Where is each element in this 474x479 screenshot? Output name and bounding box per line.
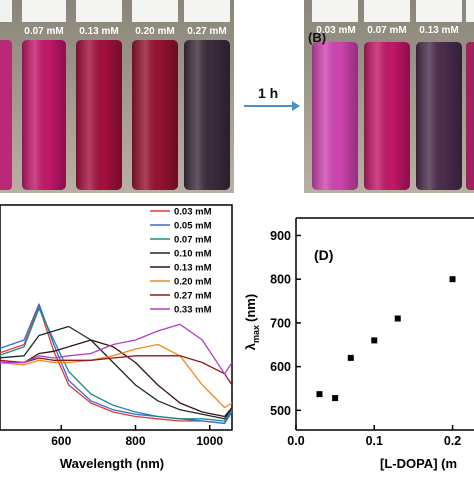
spectrum-line	[0, 303, 233, 424]
spectrum-line	[0, 343, 233, 409]
photo-a: 0.07 mM 0.13 mM 0.20 mM 0.27 mM	[0, 0, 234, 193]
y-tick-label: 800	[270, 273, 291, 287]
legend-label: 0.20 mM	[174, 277, 212, 288]
data-point	[316, 391, 323, 398]
y-label-subscript: max	[251, 325, 261, 343]
legend-label: 0.10 mM	[174, 249, 212, 260]
data-point	[347, 354, 354, 361]
arrow-label: 1 h	[258, 85, 278, 101]
vial-label: 0.27 mM	[187, 26, 226, 37]
y-tick-label: 700	[270, 316, 291, 330]
legend-label: 0.27 mM	[174, 291, 212, 302]
y-tick-label: 600	[270, 360, 291, 374]
x-tick-label: 800	[125, 434, 145, 448]
spectrum-line	[0, 323, 233, 375]
x-tick-label: 600	[51, 434, 71, 448]
panel-label: (B)	[308, 30, 326, 45]
x-tick-label: 1000	[196, 434, 223, 448]
panel-label: (D)	[314, 247, 333, 263]
y-tick-label: 500	[270, 404, 291, 418]
x-axis-label: [L-DOPA] (m	[380, 456, 457, 471]
spectrum-line	[0, 355, 233, 386]
vial-label: 0.07 mM	[24, 26, 63, 37]
vial-label: 0.13 mM	[419, 25, 458, 36]
arrow: 1 h	[244, 85, 300, 111]
photo-b: (B) 0.03 mM 0.07 mM 0.13 mM	[304, 0, 474, 193]
lambda-chart: 500 600 700 800 900 0.0 0.1 0.2 (D) [L-DOPA] (m λm…	[243, 217, 474, 471]
spectrum-line	[0, 339, 233, 418]
x-tick-label: 0.2	[444, 434, 461, 448]
x-tick-label: 0.1	[366, 434, 383, 448]
data-point	[394, 315, 401, 322]
legend-label: 0.05 mM	[174, 221, 212, 232]
vial-label: 0.20 mM	[135, 26, 174, 37]
spectrum-line	[0, 325, 233, 420]
data-point	[332, 395, 339, 402]
y-label-unit: (nm)	[243, 294, 258, 322]
x-axis-label: Wavelength (nm)	[60, 456, 164, 471]
legend-label: 0.33 mM	[174, 305, 212, 316]
data-point	[449, 276, 456, 283]
y-tick-label: 900	[270, 229, 291, 243]
legend-label: 0.03 mM	[174, 207, 212, 218]
vial-label: 0.07 mM	[367, 25, 406, 36]
x-tick-label: 0.0	[287, 434, 304, 448]
legend-label: 0.13 mM	[174, 263, 212, 274]
vial-label: 0.03 mM	[316, 25, 355, 36]
y-label-symbol: λ	[243, 342, 258, 350]
data-point	[371, 337, 378, 344]
spectra-chart: 4006008001000Wavelength (nm)0.03 mM0.05 …	[0, 204, 233, 471]
plot-frame	[0, 204, 233, 431]
legend-label: 0.07 mM	[174, 235, 212, 246]
vial-label: 0.13 mM	[79, 26, 118, 37]
spectrum-line	[0, 307, 233, 422]
y-axis-label: λmax (nm)	[243, 294, 261, 350]
